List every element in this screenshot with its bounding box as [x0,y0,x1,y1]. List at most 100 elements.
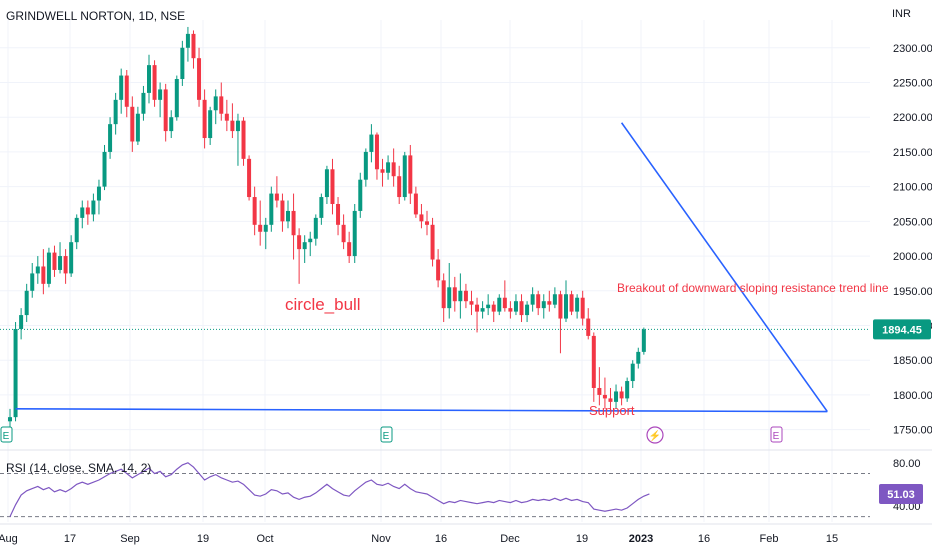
time-tick-label: Feb [760,533,779,545]
rsi-current-value: 51.03 [887,489,915,501]
candle-body [319,197,324,218]
candle [63,249,68,284]
price-tick-label: 1750.00 [893,425,932,437]
candle [102,144,107,191]
candle-body [552,294,557,305]
candle [141,85,146,121]
time-tick-label: Aug [0,533,18,545]
earnings-marker-box [0,426,13,443]
candle-body [608,398,613,402]
earnings-marker-box [380,426,393,443]
candle [302,235,307,264]
candle [96,179,101,215]
candle [158,82,163,118]
candle [402,151,407,201]
price-tick-label: 2300.00 [893,43,932,55]
rsi-layer [0,462,870,518]
time-tick-label: Sep [120,533,140,545]
candle [41,249,46,295]
candle [580,290,585,326]
candle [469,290,474,316]
candle [541,294,546,319]
candle [286,200,290,229]
currency-label: INR [892,8,911,20]
candle-body [564,294,568,319]
candle-body [291,210,296,236]
time-tick-label: 15 [826,533,838,545]
candle [413,186,418,218]
support-label: Support [589,403,635,418]
candle [336,197,341,236]
candle [397,165,402,204]
candle-body [419,214,424,222]
candle-body [80,207,85,218]
candle [536,290,541,316]
rsi-line [9,462,650,517]
candle [35,256,40,284]
candle [297,228,302,284]
candle [508,301,513,319]
candle [174,75,179,121]
dividend-marker: ⚡ [646,426,664,444]
candle-body [447,287,452,309]
candle [458,273,463,319]
candle-body [575,297,580,312]
candle-body [475,304,480,312]
candle-body [252,197,257,225]
candle [569,290,574,316]
candle-body [119,75,124,100]
rsi-indicator-label[interactable]: RSI (14, close, SMA, 14, 2) [6,461,152,475]
candle [52,245,57,277]
candle-body [380,169,385,173]
candle-body [413,193,418,215]
candle-body [536,294,541,309]
current-price-badge-bg [873,319,931,340]
candle [436,249,441,288]
candle-body [441,280,446,309]
candle-body [19,315,24,329]
candle [519,294,524,323]
candle [625,377,630,402]
time-tick-label: Oct [256,533,273,545]
candle [380,158,385,187]
symbol-title[interactable]: GRINDWELL NORTON, 1D, NSE [6,9,186,23]
candle-body [180,47,185,80]
candle [252,186,257,236]
candle-body [547,301,552,305]
candle [13,322,18,422]
rsi-value-badge-bg [879,483,923,504]
candle [24,283,29,323]
candle [608,387,613,411]
candle-body [541,301,546,309]
candle [586,308,591,340]
grid-layer [0,20,870,522]
candle-body [591,335,596,388]
candle-body [213,96,218,111]
candle-body [313,217,318,239]
candle-body [280,200,285,222]
candle [119,68,124,114]
candle [235,113,240,166]
candle-body [163,89,168,132]
candle-body [269,193,274,225]
candle-body [286,210,290,222]
candle [363,148,368,187]
candle [369,124,374,163]
axis-layer: 2300.00 2250.00 2200.00 2150.00 2100.00 2050.… [0,43,932,545]
candle-body [35,266,40,274]
candle [486,294,491,316]
resistance-trendline [620,122,828,413]
candle-body [185,33,190,48]
candle [619,386,624,406]
candle [475,297,480,333]
candle-body [558,294,563,319]
current-price-badge: 1894.45 [873,319,931,340]
current-price-value: 1894.45 [882,324,922,336]
candle [69,235,74,277]
candle-body [74,217,79,243]
time-tick-label: 16 [698,533,710,545]
candle-body [219,96,224,114]
candle-body [486,304,491,309]
